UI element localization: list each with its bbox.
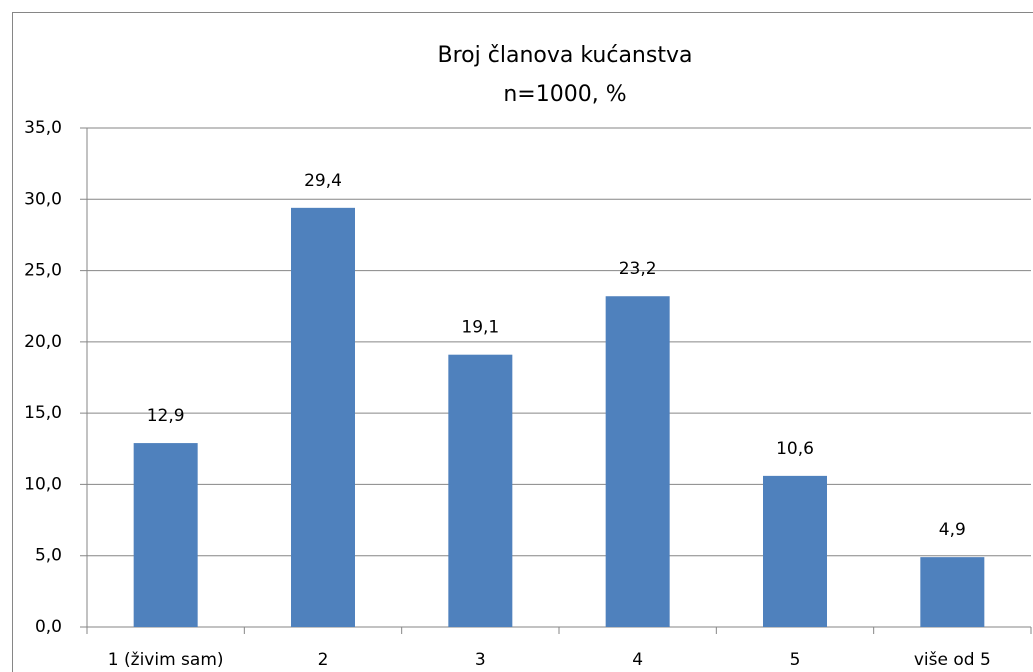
y-tick-label: 35,0 <box>24 118 62 138</box>
y-tick-label: 15,0 <box>24 403 62 423</box>
data-label: 12,9 <box>147 406 185 426</box>
x-tick-label: 4 <box>632 650 643 670</box>
y-tick-label: 25,0 <box>24 261 62 281</box>
bar <box>133 443 198 627</box>
data-label: 19,1 <box>461 318 499 338</box>
x-tick-label: više od 5 <box>914 650 991 670</box>
y-tick-label: 10,0 <box>24 474 62 494</box>
y-tick-label: 5,0 <box>35 546 62 566</box>
data-label: 29,4 <box>304 171 342 191</box>
bar <box>291 207 355 627</box>
data-label: 23,2 <box>619 259 657 279</box>
bar <box>920 557 985 627</box>
x-tick-label: 3 <box>475 650 486 670</box>
x-tick-label: 5 <box>790 650 801 670</box>
chart-subtitle: n=1000, % <box>503 82 626 107</box>
y-tick-label: 30,0 <box>24 189 62 209</box>
data-label: 10,6 <box>776 439 814 459</box>
bar <box>763 475 827 627</box>
chart-title: Broj članova kućanstva <box>438 43 693 68</box>
bar <box>448 354 513 627</box>
y-tick-label: 0,0 <box>35 617 62 637</box>
bar <box>605 296 670 627</box>
y-tick-label: 20,0 <box>24 332 62 352</box>
x-tick-label: 1 (živim sam) <box>108 650 224 670</box>
data-label: 4,9 <box>939 520 966 540</box>
x-tick-label: 2 <box>318 650 329 670</box>
